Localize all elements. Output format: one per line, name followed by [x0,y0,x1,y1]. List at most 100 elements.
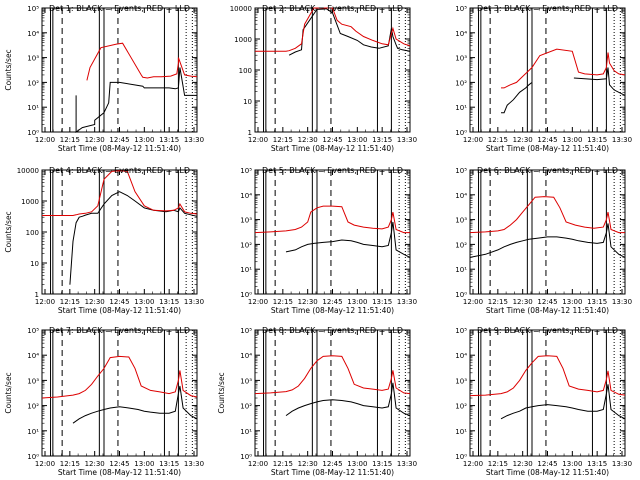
x-tick-label: 13:00 [134,298,154,306]
y-tick-label: 1000 [21,198,39,206]
lld-series-line [42,170,198,216]
y-tick-label: 10³ [240,217,252,225]
x-tick-label: 13:15 [372,460,392,468]
plot-frame [469,7,626,133]
x-tick-label: 12:45 [322,136,342,144]
y-tick-label: 10¹ [27,428,39,436]
x-tick-label: 13:30 [184,298,204,306]
chart-title: Det 7: BLACK = Events, RED = LLD [49,326,190,335]
chart-title: Det 8: BLACK = Events, RED = LLD [262,326,403,335]
y-tick-label: 10⁵ [240,167,252,175]
x-tick-label: 13:00 [347,298,367,306]
y-tick-label: 10000 [17,167,39,175]
events-series-line [469,223,626,258]
x-tick-label: 12:45 [537,298,557,306]
plot-frame [469,329,626,457]
y-axis-label: Counts/sec [4,49,13,90]
x-tick-label: 13:15 [159,136,179,144]
x-tick-label: 13:00 [562,460,582,468]
y-tick-label: 10⁴ [455,352,467,360]
x-tick-label: 13:15 [587,136,607,144]
y-tick-label: 10⁰ [240,291,252,299]
y-tick-label: 10⁴ [27,30,39,38]
y-axis-label: Counts/sec [4,372,13,413]
y-tick-label: 10⁴ [455,30,467,38]
y-axis-label: Counts/sec [4,211,13,252]
x-tick-label: 13:15 [159,460,179,468]
y-tick-label: 100 [239,67,252,75]
lld-series-line [254,355,411,395]
y-tick-label: 10 [30,260,39,268]
y-axis-label: Counts/sec [217,372,226,413]
x-tick-label: 12:00 [463,298,483,306]
x-tick-label: 12:15 [488,460,508,468]
lld-series-line [86,42,198,81]
x-tick-label: 13:15 [372,136,392,144]
y-tick-label: 10⁰ [27,129,39,137]
y-tick-label: 10⁰ [455,291,467,299]
x-tick-label: 12:15 [60,136,80,144]
y-tick-label: 10000 [230,5,252,13]
x-tick-label: 13:30 [397,298,417,306]
events-series-line [285,382,411,417]
x-tick-label: 12:30 [298,136,318,144]
chart-panel-4: 1 10 100 1000 10000 12:00 12:15 12:30 12:45 13:00… [4,166,204,315]
plot-frame [41,169,198,295]
x-tick-label: 13:00 [134,136,154,144]
x-tick-label: 12:30 [85,298,105,306]
x-tick-label: 12:15 [488,298,508,306]
chart-title: Det 9: BLACK = Events, RED = LLD [477,326,618,335]
y-tick-label: 10¹ [240,428,252,436]
x-tick-label: 13:30 [397,136,417,144]
events-series-line [285,221,411,258]
x-tick-label: 13:00 [134,460,154,468]
x-axis-label: Start Time (08-May-12 11:51:40) [271,468,394,477]
chart-panel-9: 10⁰ 10¹ 10² 10³ 10⁴ 10⁵ 12:00 12:15 12:30 12:45 13… [455,326,632,477]
x-axis-label: Start Time (08-May-12 11:51:40) [271,144,394,153]
y-tick-label: 10⁵ [240,327,252,335]
y-tick-label: 10⁴ [27,352,39,360]
y-tick-label: 10⁵ [27,327,39,335]
y-tick-label: 10² [240,241,252,249]
x-tick-label: 12:30 [85,136,105,144]
x-tick-label: 12:00 [248,460,268,468]
x-axis-label: Start Time (08-May-12 11:51:40) [58,144,181,153]
events-series-line [288,8,411,56]
x-tick-label: 12:45 [109,136,129,144]
x-tick-label: 12:30 [513,136,533,144]
x-tick-label: 12:00 [35,298,55,306]
y-tick-label: 10² [455,403,467,411]
chart-title: Det 2: BLACK = Events, RED = LLD [262,4,403,13]
plot-frame [254,329,411,457]
x-tick-label: 12:00 [35,136,55,144]
x-tick-label: 12:30 [513,460,533,468]
events-series-line [500,384,626,420]
x-tick-label: 13:00 [562,298,582,306]
x-tick-label: 12:45 [322,298,342,306]
x-axis-label: Start Time (08-May-12 11:51:40) [486,468,609,477]
x-tick-label: 13:30 [184,460,204,468]
y-tick-label: 1000 [234,36,252,44]
x-axis-label: Start Time (08-May-12 11:51:40) [271,306,394,315]
chart-title: Det 3: BLACK = Events, RED = LLD [477,4,618,13]
plot-frame [41,7,198,133]
x-tick-label: 12:15 [273,136,293,144]
y-tick-label: 10⁰ [240,453,252,461]
x-tick-label: 12:00 [463,460,483,468]
y-tick-label: 10⁰ [27,453,39,461]
plot-frame [469,169,626,295]
x-tick-label: 13:30 [397,460,417,468]
y-tick-label: 100 [26,229,39,237]
chart-title: Det 4: BLACK = Events, RED = LLD [49,166,190,175]
x-tick-label: 13:30 [184,136,204,144]
x-tick-label: 13:15 [587,460,607,468]
x-tick-label: 12:15 [488,136,508,144]
chart-panel-7: 10⁰ 10¹ 10² 10³ 10⁴ 10⁵ 12:00 12:15 12:30 12:45 13… [4,326,204,477]
x-tick-label: 13:00 [562,136,582,144]
y-tick-label: 10³ [455,55,467,63]
y-tick-label: 10⁴ [455,192,467,200]
events-series-line [75,67,197,133]
chart-title: Det 1: BLACK = Events, RED = LLD [49,4,190,13]
x-tick-label: 12:15 [60,298,80,306]
